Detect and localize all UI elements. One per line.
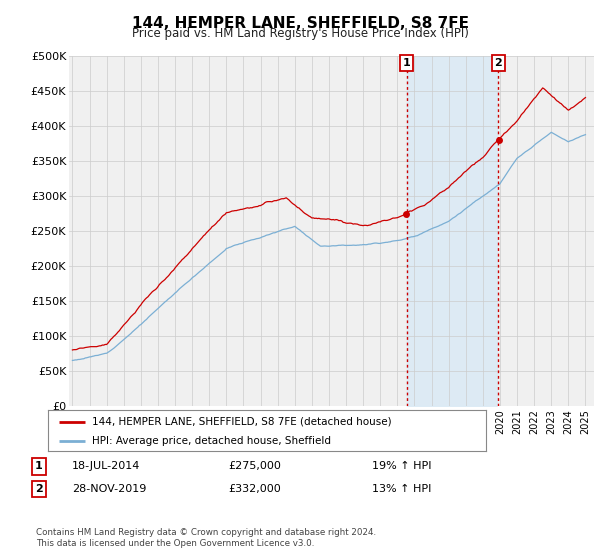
Text: 18-JUL-2014: 18-JUL-2014 (72, 461, 140, 472)
Text: 144, HEMPER LANE, SHEFFIELD, S8 7FE: 144, HEMPER LANE, SHEFFIELD, S8 7FE (131, 16, 469, 31)
Text: Contains HM Land Registry data © Crown copyright and database right 2024.
This d: Contains HM Land Registry data © Crown c… (36, 528, 376, 548)
Text: 13% ↑ HPI: 13% ↑ HPI (372, 484, 431, 494)
Text: 19% ↑ HPI: 19% ↑ HPI (372, 461, 431, 472)
Text: £275,000: £275,000 (228, 461, 281, 472)
Text: 2: 2 (35, 484, 43, 494)
Text: Price paid vs. HM Land Registry's House Price Index (HPI): Price paid vs. HM Land Registry's House … (131, 27, 469, 40)
Text: 2: 2 (494, 58, 502, 68)
Text: 1: 1 (403, 58, 410, 68)
Text: HPI: Average price, detached house, Sheffield: HPI: Average price, detached house, Shef… (92, 436, 331, 446)
Text: 1: 1 (35, 461, 43, 472)
Text: £332,000: £332,000 (228, 484, 281, 494)
Text: 144, HEMPER LANE, SHEFFIELD, S8 7FE (detached house): 144, HEMPER LANE, SHEFFIELD, S8 7FE (det… (92, 417, 391, 427)
Text: 28-NOV-2019: 28-NOV-2019 (72, 484, 146, 494)
